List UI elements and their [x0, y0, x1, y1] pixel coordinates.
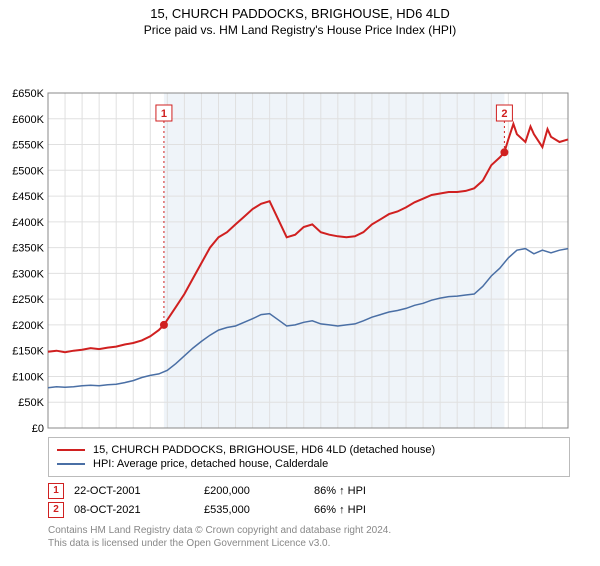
sale-hpi: 66% ↑ HPI — [314, 504, 424, 516]
chart-title: 15, CHURCH PADDOCKS, BRIGHOUSE, HD6 4LD — [0, 6, 600, 21]
sale-marker-icon: 1 — [48, 483, 64, 499]
svg-text:£300K: £300K — [12, 268, 44, 280]
sale-row: 2 08-OCT-2021£535,00066% ↑ HPI — [48, 502, 570, 518]
sale-price: £200,000 — [204, 485, 314, 497]
sale-marker-icon: 2 — [48, 502, 64, 518]
svg-text:£50K: £50K — [18, 397, 44, 409]
sale-date: 22-OCT-2001 — [74, 485, 204, 497]
svg-text:£650K: £650K — [12, 88, 44, 100]
svg-text:2: 2 — [501, 108, 507, 120]
sale-price: £535,000 — [204, 504, 314, 516]
legend-item: 15, CHURCH PADDOCKS, BRIGHOUSE, HD6 4LD … — [57, 444, 561, 456]
footer-attribution: Contains HM Land Registry data © Crown c… — [48, 524, 570, 550]
svg-text:£500K: £500K — [12, 165, 44, 177]
footer-line-1: Contains HM Land Registry data © Crown c… — [48, 524, 570, 537]
legend-label: 15, CHURCH PADDOCKS, BRIGHOUSE, HD6 4LD … — [93, 444, 435, 456]
svg-text:1: 1 — [161, 108, 167, 120]
svg-text:£0: £0 — [32, 423, 44, 433]
svg-text:£400K: £400K — [12, 217, 44, 229]
legend-swatch — [57, 449, 85, 451]
sale-hpi: 86% ↑ HPI — [314, 485, 424, 497]
svg-text:£600K: £600K — [12, 114, 44, 126]
legend-label: HPI: Average price, detached house, Cald… — [93, 458, 328, 470]
sales-table: 1 22-OCT-2001£200,00086% ↑ HPI 2 08-OCT-202… — [48, 483, 570, 518]
legend: 15, CHURCH PADDOCKS, BRIGHOUSE, HD6 4LD … — [48, 437, 570, 477]
svg-text:£250K: £250K — [12, 294, 44, 306]
sale-row: 1 22-OCT-2001£200,00086% ↑ HPI — [48, 483, 570, 499]
svg-text:£350K: £350K — [12, 243, 44, 255]
chart-container: 15, CHURCH PADDOCKS, BRIGHOUSE, HD6 4LD … — [0, 6, 600, 566]
legend-swatch — [57, 463, 85, 465]
svg-text:£100K: £100K — [12, 371, 44, 383]
sale-date: 08-OCT-2021 — [74, 504, 204, 516]
legend-item: HPI: Average price, detached house, Cald… — [57, 458, 561, 470]
line-chart: £0 £50K £100K £150K £200K £250K £300K £350K £400… — [0, 43, 600, 433]
svg-text:£150K: £150K — [12, 346, 44, 358]
svg-text:£550K: £550K — [12, 140, 44, 152]
footer-line-2: This data is licensed under the Open Gov… — [48, 537, 570, 550]
svg-text:£200K: £200K — [12, 320, 44, 332]
svg-text:£450K: £450K — [12, 191, 44, 203]
chart-subtitle: Price paid vs. HM Land Registry's House … — [0, 23, 600, 37]
